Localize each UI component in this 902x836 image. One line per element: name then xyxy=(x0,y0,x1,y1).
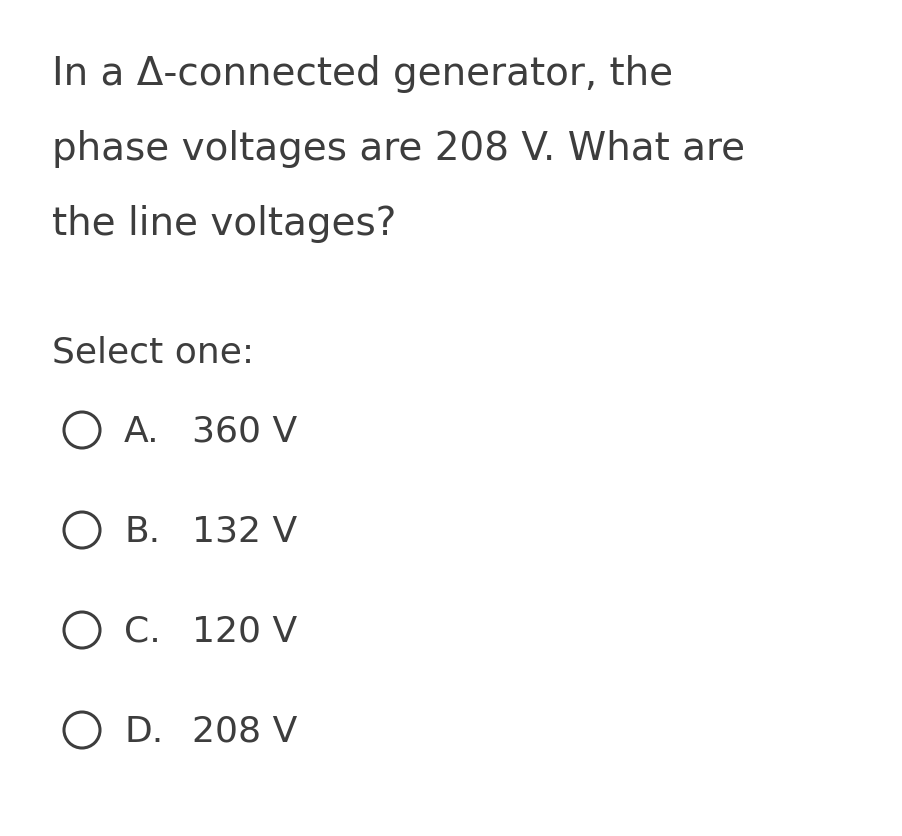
Text: 120 V: 120 V xyxy=(192,615,297,649)
Text: D.: D. xyxy=(124,715,163,749)
Text: 208 V: 208 V xyxy=(192,715,297,749)
Text: Select one:: Select one: xyxy=(52,335,253,369)
Text: In a Δ-connected generator, the: In a Δ-connected generator, the xyxy=(52,55,672,93)
Text: 360 V: 360 V xyxy=(192,415,297,449)
Text: the line voltages?: the line voltages? xyxy=(52,205,396,243)
Text: 132 V: 132 V xyxy=(192,515,297,549)
Text: B.: B. xyxy=(124,515,160,549)
Text: A.: A. xyxy=(124,415,160,449)
Text: phase voltages are 208 V. What are: phase voltages are 208 V. What are xyxy=(52,130,744,168)
Text: C.: C. xyxy=(124,615,161,649)
